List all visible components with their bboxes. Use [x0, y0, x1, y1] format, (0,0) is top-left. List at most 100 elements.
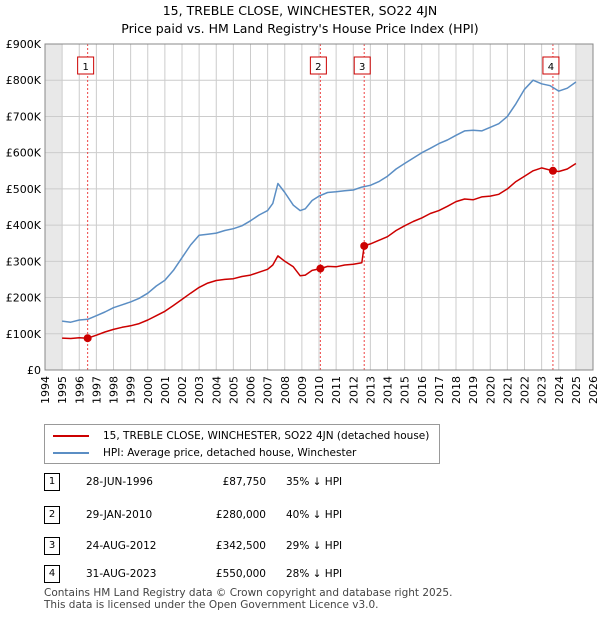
sale-point: [360, 241, 369, 250]
y-tick-label: £600K: [6, 147, 42, 160]
y-tick-label: £200K: [6, 292, 42, 305]
transaction-badge: 2: [44, 506, 60, 524]
legend-item-hpi: HPI: Average price, detached house, Winc…: [53, 445, 356, 461]
x-tick-label: 2022: [519, 376, 532, 404]
shaded-range: [45, 44, 63, 370]
chart-legend: 15, TREBLE CLOSE, WINCHESTER, SO22 4JN (…: [44, 424, 440, 464]
transaction-date: 24-AUG-2012: [86, 540, 157, 552]
shaded-ranges: [45, 44, 593, 370]
y-tick-label: £300K: [6, 255, 42, 268]
transaction-row: 2 29-JAN-2010 £280,000 40% ↓ HPI: [0, 505, 600, 525]
series-lines: [62, 79, 577, 340]
x-tick-label: 1997: [90, 376, 103, 404]
transaction-badge: 1: [44, 473, 60, 491]
plot-frame: [44, 43, 594, 371]
x-tick-labels: 1994 1995 1996 1997 1998 1999 2000 2001 2002 2003…: [39, 376, 600, 404]
x-tick-label: 2009: [296, 376, 309, 404]
x-tick-label: 2010: [313, 376, 326, 404]
axes: [44, 43, 594, 371]
y-tick-label: £700K: [6, 110, 42, 123]
y-tick-label: £800K: [6, 74, 42, 87]
x-tick-label: 2023: [536, 376, 549, 404]
x-tick-label: 1994: [39, 376, 52, 404]
x-tick-label: 2024: [553, 376, 566, 404]
transaction-badge: 4: [44, 565, 60, 583]
x-tick-label: 1998: [108, 376, 121, 404]
legend-item-property: 15, TREBLE CLOSE, WINCHESTER, SO22 4JN (…: [53, 428, 429, 444]
transaction-hpi: 29% ↓ HPI: [286, 540, 343, 552]
transaction-hpi: 28% ↓ HPI: [286, 568, 343, 580]
grid-lines: [44, 43, 594, 371]
x-tick-label: 2006: [245, 376, 258, 404]
x-tick-label: 2007: [262, 376, 275, 404]
x-tick-label: 2002: [176, 376, 189, 404]
x-tick-label: 2026: [587, 376, 600, 404]
sale-badge-label: 1: [82, 62, 88, 73]
chart-title: 15, TREBLE CLOSE, WINCHESTER, SO22 4JN: [162, 3, 438, 18]
x-tick-label: 2025: [570, 376, 583, 404]
x-tick-label: 2000: [142, 376, 155, 404]
x-tick-label: 2008: [279, 376, 292, 404]
sale-badge-box: [542, 56, 560, 75]
transaction-row: 3 24-AUG-2012 £342,500 29% ↓ HPI: [0, 536, 600, 556]
x-tick-label: 2001: [159, 376, 172, 404]
x-tick-label: 2019: [467, 376, 480, 404]
x-tick-label: 2013: [364, 376, 377, 404]
price-chart: 1 2 3 4 £0 £100K £200K £300K £400K £500K £600K £70…: [6, 38, 600, 404]
sale-badge-box: [309, 56, 327, 75]
hpi-line: [62, 79, 577, 323]
x-tick-label: 2014: [382, 376, 395, 404]
transaction-price: £280,000: [215, 509, 266, 521]
x-tick-label: 1996: [73, 376, 86, 404]
transaction-date: 31-AUG-2023: [86, 568, 157, 580]
property-price-line: [62, 162, 577, 340]
x-tick-label: 2003: [193, 376, 206, 404]
transaction-date: 29-JAN-2010: [86, 509, 153, 521]
x-tick-label: 2017: [433, 376, 446, 404]
sale-point: [83, 334, 92, 343]
x-tick-label: 2021: [501, 376, 514, 404]
shaded-range: [575, 44, 593, 370]
x-tick-label: 2015: [399, 376, 412, 404]
footer-licence: This data is licensed under the Open Gov…: [44, 599, 379, 611]
y-tick-label: £900K: [6, 38, 42, 51]
transaction-price: £550,000: [215, 568, 266, 580]
sale-point: [548, 166, 557, 175]
y-tick-label: £400K: [6, 219, 42, 232]
sale-marker-lines: [87, 44, 554, 370]
sale-badge-label: 2: [315, 62, 321, 73]
legend-swatch-property: [53, 435, 89, 437]
x-tick-label: 1995: [56, 376, 69, 404]
y-tick-labels: £0 £100K £200K £300K £400K £500K £600K £700K £80…: [6, 38, 42, 377]
y-tick-label: £500K: [6, 183, 42, 196]
x-tick-label: 2011: [330, 376, 343, 404]
legend-label-property: 15, TREBLE CLOSE, WINCHESTER, SO22 4JN (…: [103, 430, 430, 442]
transaction-price: £342,500: [215, 540, 266, 552]
x-tick-label: 1999: [125, 376, 138, 404]
y-tick-label: £0: [27, 364, 41, 377]
sale-badges: 1 2 3 4: [77, 56, 560, 75]
sale-badge-box: [77, 56, 95, 75]
sale-points: [83, 166, 557, 343]
x-tick-label: 2004: [210, 376, 223, 404]
legend-label-hpi: HPI: Average price, detached house, Winc…: [103, 447, 357, 459]
x-tick-label: 2016: [416, 376, 429, 404]
legend-swatch-hpi: [53, 452, 89, 454]
y-tick-label: £100K: [6, 328, 42, 341]
transaction-hpi: 40% ↓ HPI: [286, 509, 343, 521]
x-tick-label: 2020: [484, 376, 497, 404]
transaction-date: 28-JUN-1996: [86, 476, 153, 488]
sale-badge-label: 4: [548, 62, 554, 73]
chart-subtitle: Price paid vs. HM Land Registry's House …: [121, 21, 479, 36]
footer-copyright: Contains HM Land Registry data © Crown c…: [44, 587, 453, 599]
x-tick-label: 2012: [347, 376, 360, 404]
sale-badge-box: [353, 56, 371, 75]
x-tick-label: 2018: [450, 376, 463, 404]
transaction-badge: 3: [44, 537, 60, 555]
sale-badge-label: 3: [359, 62, 365, 73]
x-tick-label: 2005: [227, 376, 240, 404]
transaction-row: 1 28-JUN-1996 £87,750 35% ↓ HPI: [0, 472, 600, 492]
transaction-row: 4 31-AUG-2023 £550,000 28% ↓ HPI: [0, 564, 600, 584]
sale-point: [316, 264, 325, 273]
transaction-price: £87,750: [222, 476, 266, 488]
